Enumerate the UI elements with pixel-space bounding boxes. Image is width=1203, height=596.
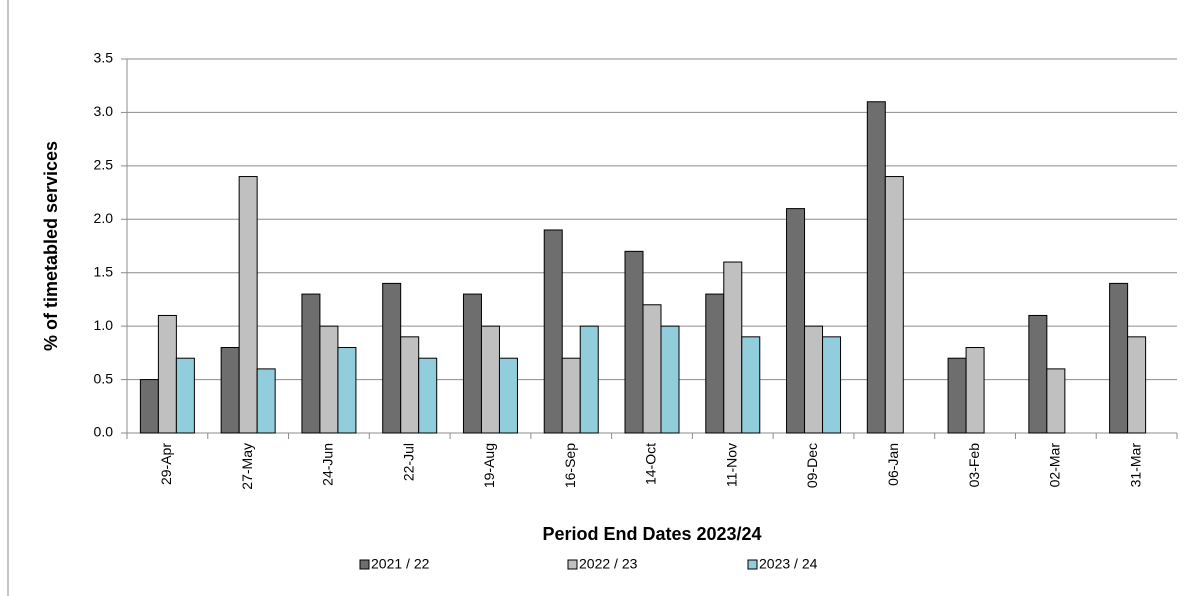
bar: [238, 176, 258, 434]
bar: [561, 357, 581, 434]
bar: [579, 325, 599, 434]
bar: [337, 347, 357, 434]
bar: [139, 379, 159, 434]
y-tick-label: 2.5: [94, 157, 114, 173]
x-tick-label: 22-Jul: [400, 443, 416, 481]
y-tick-label: 3.0: [94, 103, 114, 119]
legend-label: 2023 / 24: [759, 556, 818, 572]
legend-label: 2022 / 23: [579, 556, 638, 572]
legend-swatch: [567, 559, 578, 570]
bar: [660, 325, 680, 434]
x-tick-label: 14-Oct: [643, 443, 659, 485]
bar: [705, 293, 725, 434]
bar: [543, 229, 563, 434]
y-tick-label: 2.0: [94, 210, 114, 226]
bar: [1109, 282, 1129, 434]
bar: [965, 347, 985, 434]
y-tick-label: 1.0: [94, 317, 114, 333]
bar: [786, 208, 806, 434]
bar: [1046, 368, 1066, 434]
x-axis-title: Period End Dates 2023/24: [542, 524, 761, 544]
bar: [256, 368, 276, 434]
x-tick-label: 19-Aug: [481, 443, 497, 488]
bar: [400, 336, 420, 434]
bar: [157, 314, 177, 434]
x-tick-label: 31-Mar: [1127, 443, 1143, 488]
y-tick-label: 3.5: [94, 50, 114, 66]
bar: [866, 101, 886, 434]
bar: [462, 293, 482, 434]
x-tick-label: 11-Nov: [723, 443, 739, 487]
x-tick-label: 24-Jun: [320, 443, 336, 486]
x-tick-label: 09-Dec: [804, 443, 820, 488]
legend-swatch: [359, 559, 370, 570]
bar: [418, 357, 438, 434]
bar: [822, 336, 842, 434]
x-tick-label: 29-Apr: [158, 443, 174, 485]
bar: [947, 357, 967, 434]
bar: [382, 282, 402, 434]
bar: [624, 250, 644, 434]
bar: [175, 357, 195, 434]
x-tick-label: 02-Mar: [1047, 443, 1063, 488]
y-tick-label: 0.5: [94, 370, 114, 386]
bar: [498, 357, 518, 434]
bar: [301, 293, 321, 434]
bar: [220, 347, 240, 434]
legend-swatch: [747, 559, 758, 570]
bar: [884, 176, 904, 434]
bar: [642, 304, 662, 434]
x-tick-label: 06-Jan: [885, 443, 901, 486]
x-tick-label: 03-Feb: [966, 443, 982, 488]
y-tick-label: 1.5: [94, 263, 114, 279]
legend-label: 2021 / 22: [371, 556, 430, 572]
bar: [480, 325, 500, 434]
bar: [1127, 336, 1147, 434]
bar: [319, 325, 339, 434]
bar: [804, 325, 824, 434]
x-tick-label: 16-Sep: [562, 443, 578, 488]
bar: [723, 261, 743, 434]
bar: [741, 336, 761, 434]
x-tick-label: 27-May: [239, 443, 255, 490]
bar: [1028, 314, 1048, 434]
y-tick-label: 0.0: [94, 424, 114, 440]
y-axis-title: % of timetabled services: [41, 141, 61, 351]
